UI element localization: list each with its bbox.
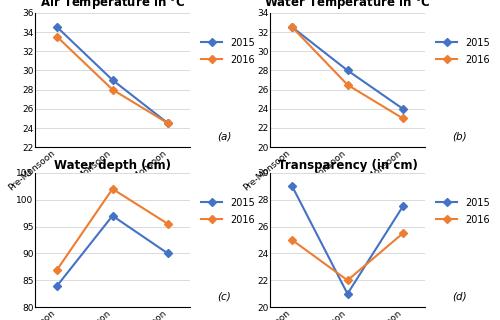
Title: Water depth (cm): Water depth (cm) (54, 159, 171, 172)
Text: (b): (b) (452, 132, 466, 141)
Text: (d): (d) (452, 292, 466, 301)
Legend: 2015, 2016: 2015, 2016 (201, 198, 255, 225)
Legend: 2015, 2016: 2015, 2016 (436, 198, 490, 225)
Title: Water Temperature in $^0$C: Water Temperature in $^0$C (264, 0, 431, 13)
Title: Air Temperature in $^0$C: Air Temperature in $^0$C (40, 0, 185, 13)
Text: (a): (a) (217, 132, 232, 141)
Title: Transparency (in cm): Transparency (in cm) (278, 159, 418, 172)
Legend: 2015, 2016: 2015, 2016 (436, 38, 490, 65)
Text: (c): (c) (217, 292, 231, 301)
Legend: 2015, 2016: 2015, 2016 (201, 38, 255, 65)
